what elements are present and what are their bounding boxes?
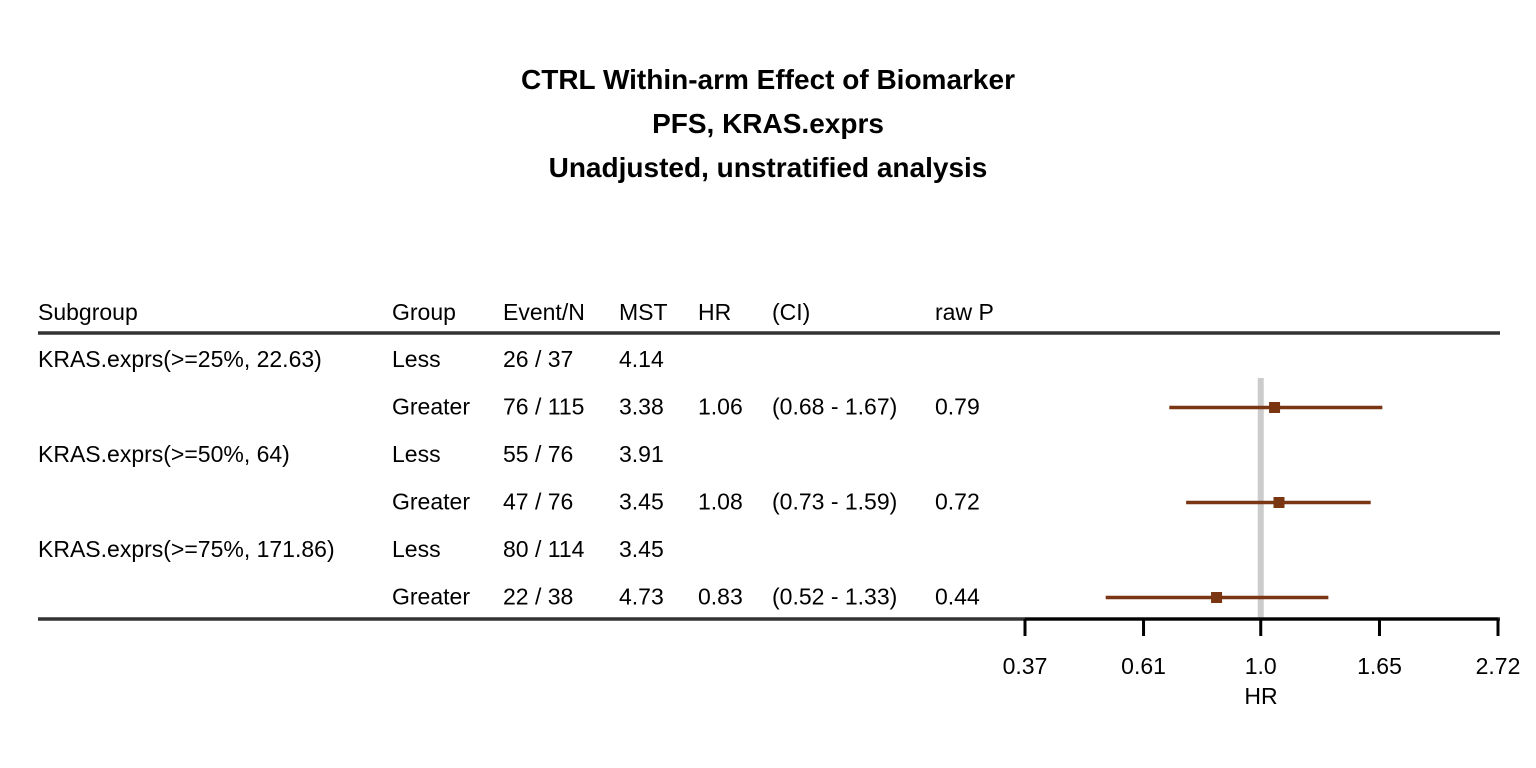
x-tick-label: 1.0 (1245, 653, 1277, 679)
x-tick-label: 1.65 (1357, 653, 1402, 679)
table-row: Greater 47 / 76 3.45 1.08 (0.73 - 1.59) 0.72 (392, 489, 980, 515)
cell-event-n: 76 / 115 (503, 394, 584, 420)
cell-subgroup: KRAS.exprs(>=25%, 22.63) (38, 346, 322, 372)
header-ci: (CI) (772, 299, 810, 325)
cell-mst: 3.38 (619, 394, 664, 420)
cell-subgroup: KRAS.exprs(>=75%, 171.86) (38, 536, 335, 562)
header-mst: MST (619, 299, 668, 325)
table-row: Greater 76 / 115 3.38 1.06 (0.68 - 1.67) 0.79 (392, 394, 980, 420)
cell-raw-p: 0.79 (935, 394, 980, 420)
table-rows: KRAS.exprs(>=25%, 22.63) Less 26 / 37 4.14 G… (38, 346, 980, 610)
title-line-1: CTRL Within-arm Effect of Biomarker (521, 64, 1015, 95)
cell-hr: 1.06 (698, 394, 743, 420)
header-event-n: Event/N (503, 299, 585, 325)
cell-ci: (0.68 - 1.67) (772, 394, 897, 420)
cell-mst: 3.45 (619, 489, 664, 515)
estimates (1105, 402, 1383, 603)
cell-raw-p: 0.72 (935, 489, 980, 515)
table-header: Subgroup Group Event/N MST HR (CI) raw P (38, 299, 994, 325)
cell-subgroup: KRAS.exprs(>=50%, 64) (38, 441, 290, 467)
header-group: Group (392, 299, 456, 325)
title-line-3: Unadjusted, unstratified analysis (548, 152, 988, 183)
cell-event-n: 80 / 114 (503, 536, 585, 562)
title-line-2: PFS, KRAS.exprs (652, 108, 884, 139)
x-tick-label: 0.61 (1121, 653, 1166, 679)
hr-point (1273, 497, 1285, 508)
cell-event-n: 55 / 76 (503, 441, 573, 467)
x-axis-label: HR (1244, 683, 1277, 709)
x-tick-label: 0.37 (1003, 653, 1048, 679)
header-hr: HR (698, 299, 731, 325)
cell-group: Greater (392, 584, 470, 610)
chart-title: CTRL Within-arm Effect of Biomarker PFS,… (0, 58, 1536, 190)
table-row: KRAS.exprs(>=25%, 22.63) Less 26 / 37 4.14 (38, 346, 664, 372)
cell-group: Greater (392, 394, 470, 420)
x-axis: 0.37 0.61 1.0 1.65 2.72 (1003, 617, 1521, 679)
cell-ci: (0.73 - 1.59) (772, 489, 897, 515)
cell-raw-p: 0.44 (935, 584, 980, 610)
cell-mst: 4.14 (619, 346, 664, 372)
cell-event-n: 47 / 76 (503, 489, 573, 515)
cell-mst: 3.91 (619, 441, 664, 467)
cell-mst: 3.45 (619, 536, 664, 562)
cell-hr: 0.83 (698, 584, 743, 610)
header-subgroup: Subgroup (38, 299, 138, 325)
header-raw-p: raw P (935, 299, 994, 325)
cell-group: Less (392, 346, 441, 372)
cell-event-n: 22 / 38 (503, 584, 573, 610)
cell-group: Less (392, 441, 441, 467)
cell-mst: 4.73 (619, 584, 664, 610)
cell-group: Less (392, 536, 441, 562)
hr-point (1269, 402, 1281, 413)
hr-point (1211, 592, 1223, 603)
cell-ci: (0.52 - 1.33) (772, 584, 897, 610)
table-row: KRAS.exprs(>=75%, 171.86) Less 80 / 114 3.4… (38, 536, 664, 562)
cell-event-n: 26 / 37 (503, 346, 573, 372)
table-row: KRAS.exprs(>=50%, 64) Less 55 / 76 3.91 (38, 441, 664, 467)
cell-group: Greater (392, 489, 470, 515)
table-row: Greater 22 / 38 4.73 0.83 (0.52 - 1.33) 0.44 (392, 584, 980, 610)
cell-hr: 1.08 (698, 489, 743, 515)
x-tick-label: 2.72 (1476, 653, 1521, 679)
